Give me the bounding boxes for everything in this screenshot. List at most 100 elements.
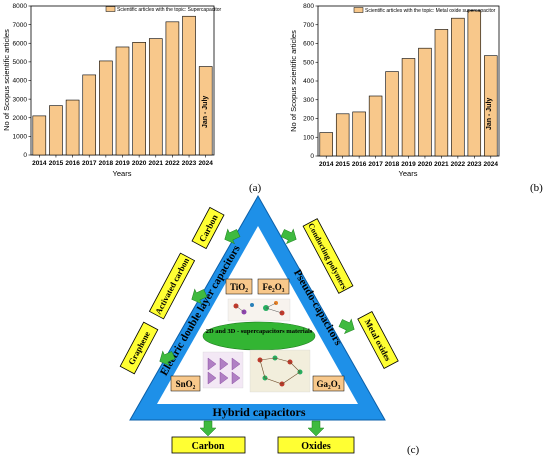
arrow-right-oxides bbox=[338, 318, 355, 335]
chart-a-bar-2022 bbox=[165, 21, 180, 156]
y-tick-label: 700 bbox=[303, 22, 314, 29]
y-tick-label: 200 bbox=[303, 116, 314, 123]
chart-a-legend: Scientific articles with the topic: Supe… bbox=[117, 7, 222, 13]
left-box-carbon: Carbon bbox=[191, 206, 225, 250]
center-label: 2D and 3D - supercapacitors materials bbox=[206, 328, 313, 335]
bottom-box-oxides-label: Oxides bbox=[301, 441, 331, 452]
chart-b-legend-swatch bbox=[353, 7, 364, 13]
chart-b-bar-2017 bbox=[368, 95, 383, 157]
x-tick-label: 2019 bbox=[401, 161, 416, 168]
right-box-metal-oxides: Metal oxides bbox=[357, 310, 399, 370]
center-ellipse bbox=[202, 321, 316, 351]
y-tick-label: 7000 bbox=[13, 22, 28, 29]
material-box-fe2o3 bbox=[257, 278, 290, 295]
x-tick-label: 2021 bbox=[434, 161, 449, 168]
y-tick-label: 8000 bbox=[13, 3, 28, 10]
svg-text:Conducting polymers: Conducting polymers bbox=[306, 222, 348, 291]
material-box-tio2 bbox=[225, 278, 253, 295]
bottom-side-label: Hybrid capacitors bbox=[213, 405, 306, 419]
x-tick-label: 2021 bbox=[149, 160, 164, 167]
x-tick-label: 2018 bbox=[385, 161, 400, 168]
material-box-ga2o3 bbox=[312, 375, 345, 392]
chart-b-bar-2020 bbox=[418, 47, 432, 157]
arrow-left-activated-carbon bbox=[191, 288, 208, 305]
chart-b-bar-2016 bbox=[352, 111, 366, 157]
y-tick-label: 300 bbox=[303, 97, 314, 104]
y-tick-label: 600 bbox=[303, 41, 314, 48]
x-tick-label: 2015 bbox=[49, 160, 64, 167]
x-tick-label: 2020 bbox=[132, 160, 147, 167]
y-tick-label: 800 bbox=[303, 3, 314, 10]
x-tick-label: 2024 bbox=[198, 160, 213, 167]
chart-b-annotation: Jan - July bbox=[486, 98, 493, 130]
x-tick-label: 2016 bbox=[352, 161, 367, 168]
chart-b-bar-2018 bbox=[385, 71, 399, 157]
crystal-structure-ga2o3 bbox=[249, 349, 311, 393]
x-tick-label: 2023 bbox=[182, 160, 197, 167]
y-tick-label: 400 bbox=[303, 78, 314, 85]
y-tick-label: 500 bbox=[303, 59, 314, 66]
arrow-bottom-oxides bbox=[307, 420, 325, 437]
chart-b-bar-2022 bbox=[451, 17, 465, 157]
y-tick-label: 6000 bbox=[13, 40, 28, 47]
chart-a-bar-2015 bbox=[49, 105, 63, 156]
x-tick-label: 2014 bbox=[319, 161, 334, 168]
chart-a-legend-swatch bbox=[105, 6, 116, 12]
chart-a-bar-2023 bbox=[182, 15, 196, 156]
chart-a-bar-2021 bbox=[148, 38, 163, 156]
chart-a-bar-2016 bbox=[65, 99, 80, 156]
arrow-right-polymers bbox=[280, 228, 297, 245]
material-box-sno2 bbox=[170, 375, 201, 392]
panel-label-b: (b) bbox=[530, 182, 543, 194]
arrow-left-carbon bbox=[224, 228, 241, 245]
x-tick-label: 2018 bbox=[99, 160, 114, 167]
x-tick-label: 2016 bbox=[65, 160, 80, 167]
left-box-graphene: Graphene bbox=[119, 321, 159, 375]
x-tick-label: 2014 bbox=[32, 160, 47, 167]
x-tick-label: 2022 bbox=[451, 161, 466, 168]
chart-b-legend: Scientific articles with the topic: Meta… bbox=[365, 8, 496, 14]
chart-b-bar-2021 bbox=[434, 29, 449, 157]
chart-a-ylabel: No of Scopus scientific articles bbox=[2, 29, 11, 131]
chart-b-xlabel: Years bbox=[399, 169, 418, 178]
chart-b-ylabel: No of Scopus scientific articles bbox=[289, 30, 298, 132]
chart-a-bar-2014 bbox=[32, 115, 47, 156]
chart-b-bar-2015 bbox=[335, 113, 350, 157]
chart-a-bar-2019 bbox=[115, 46, 130, 156]
chart-a-xlabel: Years bbox=[113, 169, 132, 178]
material-sno2: SnO₂ bbox=[176, 379, 196, 389]
arrow-bottom-carbon bbox=[199, 420, 217, 437]
chart-b-bar-2019 bbox=[401, 58, 416, 157]
chart-a-bar-2018 bbox=[99, 60, 113, 156]
y-tick-label: 2000 bbox=[13, 115, 28, 122]
svg-text:Activated carbon: Activated carbon bbox=[153, 256, 191, 316]
y-tick-label: 100 bbox=[303, 134, 314, 141]
y-tick-label: 4000 bbox=[13, 78, 28, 85]
x-tick-label: 2023 bbox=[467, 161, 482, 168]
x-tick-label: 2017 bbox=[368, 161, 383, 168]
y-tick-label: 0 bbox=[310, 153, 314, 160]
y-tick-label: 1000 bbox=[13, 134, 28, 141]
panel-label-a: (a) bbox=[249, 182, 262, 194]
x-tick-label: 2022 bbox=[165, 160, 180, 167]
material-ga2o3: Ga₂O₃ bbox=[317, 379, 341, 389]
crystal-structure-sno2 bbox=[202, 351, 244, 389]
left-box-activated-carbon: Activated carbon bbox=[148, 252, 196, 320]
x-tick-label: 2015 bbox=[335, 161, 350, 168]
chart-b-bar-2014 bbox=[319, 132, 333, 157]
chart-a-annotation: Jan - July bbox=[202, 96, 209, 128]
chart-b-bar-2023 bbox=[467, 10, 482, 157]
bottom-box-carbon bbox=[171, 436, 246, 454]
material-fe2o3: Fe₂O₃ bbox=[263, 282, 285, 292]
x-tick-label: 2019 bbox=[115, 160, 130, 167]
panel-label-c: (c) bbox=[407, 444, 420, 456]
chart-a-bar-2017 bbox=[82, 74, 97, 156]
bottom-box-carbon-label: Carbon bbox=[192, 441, 225, 452]
chart-a-bar-2020 bbox=[132, 42, 146, 156]
material-tio2: TiO₂ bbox=[230, 282, 248, 292]
x-tick-label: 2017 bbox=[82, 160, 97, 167]
y-tick-label: 5000 bbox=[13, 59, 28, 66]
